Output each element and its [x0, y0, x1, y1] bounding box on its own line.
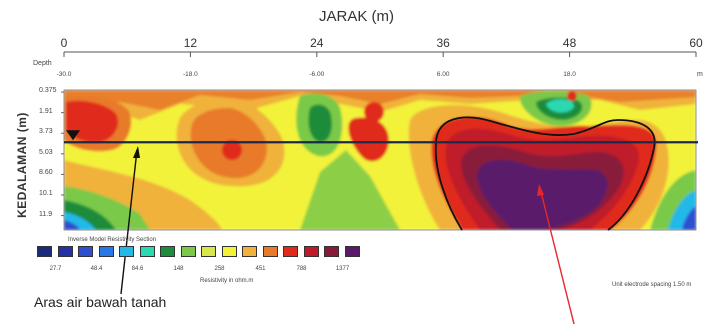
center-red-spot-outer [348, 117, 389, 162]
depth-tick-label: 6.00 [436, 71, 450, 78]
y-tick-label: 1.91 [39, 107, 53, 115]
legend-swatch [283, 246, 298, 257]
depth-axis-label: Depth [33, 60, 52, 67]
legend-swatch [180, 246, 196, 257]
upper-right-cyan [546, 99, 574, 113]
legend-swatch [160, 246, 175, 257]
x-tick-label: 60 [689, 36, 703, 50]
water-table-arrow [120, 149, 138, 295]
legend-value-label: 48.4 [90, 266, 103, 272]
legend-value-label: 148 [173, 266, 184, 272]
x-tick-label: 48 [562, 36, 577, 50]
x-axis-title: JARAK (m) [319, 8, 394, 25]
legend-swatch [344, 246, 360, 257]
legend-swatch [221, 246, 237, 257]
legend-title: Inverse Model Resistivity Section [68, 237, 157, 243]
legend-value-label: 27.7 [49, 266, 62, 272]
legend-swatch [98, 246, 114, 257]
center-green-core [308, 104, 332, 142]
legend-swatch [242, 246, 257, 257]
y-tick-label: 0.375 [39, 87, 57, 95]
plot-frame [63, 89, 697, 231]
depth-tick-label: -18.0 [182, 71, 198, 78]
x-tick-label: 0 [60, 36, 68, 50]
y-tick-label: 3.73 [39, 128, 53, 136]
x-tick-marks [63, 52, 697, 57]
anomaly-arrow-head [537, 184, 544, 196]
y-tick-label: 11.9 [39, 210, 53, 218]
legend-value-label: 788 [296, 266, 307, 272]
anomaly-arrow [539, 187, 575, 325]
legend-swatch [201, 246, 216, 257]
center-red-spot [364, 102, 384, 122]
legend-swatch [37, 246, 52, 257]
depth-unit-label: m [697, 71, 703, 78]
y-tick-label: 5.03 [39, 148, 53, 156]
legend-unit-label: Resistivity in ohm.m [200, 278, 254, 284]
legend-swatch [139, 246, 155, 257]
legend-swatch [78, 246, 93, 257]
y-tick-label: 8.60 [39, 169, 53, 177]
legend-swatch [57, 246, 73, 257]
depth-tick-label: -6.00 [309, 71, 325, 78]
lower-green-wedge [300, 150, 400, 230]
legend-swatch [324, 246, 339, 257]
x-tick-label: 36 [436, 36, 450, 50]
legend-value-label: 84.6 [131, 266, 144, 272]
lower-left-blue [64, 220, 80, 230]
depth-tick-label: -30.0 [56, 71, 72, 78]
legend-value-label: 451 [255, 266, 266, 272]
legend-swatch [119, 246, 134, 257]
water-table-marker [66, 130, 80, 141]
water-table-arrow-head [133, 146, 140, 158]
electrode-spacing-label: Unit electrode spacing 1.50 m [612, 282, 692, 288]
legend-value-label: 1377 [335, 266, 350, 272]
depth-tick-label: 18.0 [563, 71, 576, 78]
legend-swatch [303, 246, 319, 257]
center-left-blob-core [222, 140, 242, 160]
y-tick-label: 10.1 [39, 190, 53, 197]
legend-value-label: 258 [214, 266, 225, 272]
left-high-zone-core [66, 100, 119, 143]
x-tick-label: 24 [310, 36, 324, 50]
water-table-annotation: Aras air bawah tanah [34, 294, 167, 310]
lower-right-blue [682, 206, 696, 230]
legend-swatch [262, 246, 278, 257]
resistivity-contours [64, 90, 696, 230]
anomaly-outline [434, 116, 656, 231]
x-tick-label: 12 [183, 36, 198, 50]
y-tick-marks [61, 91, 64, 217]
upper-right-red-dot [567, 91, 577, 101]
